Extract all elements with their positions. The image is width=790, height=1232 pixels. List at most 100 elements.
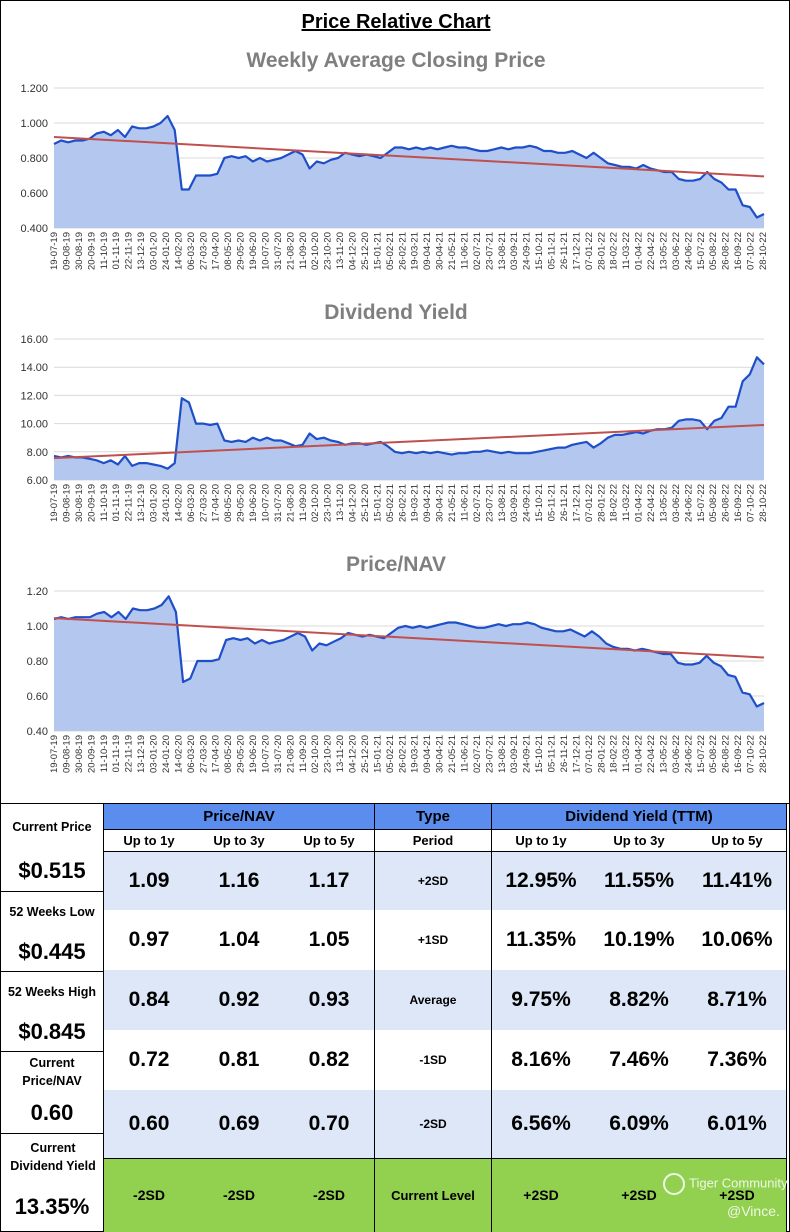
grid-line	[786, 803, 787, 1232]
x-tick-label: 01-11-19	[111, 484, 122, 521]
x-tick-label: 20-09-19	[86, 232, 97, 270]
week52-low-label: 52 Weeks Low	[9, 905, 95, 919]
x-tick-label: 22-04-22	[646, 484, 657, 522]
x-tick-label: 15-01-21	[372, 735, 383, 773]
pnav-cell: 0.70	[308, 1112, 350, 1135]
x-tick-label: 27-03-20	[198, 232, 209, 270]
x-tick-label: 07-01-22	[584, 232, 595, 270]
current-dy-label: Current Dividend Yield	[10, 1141, 96, 1173]
pnav-cell: 1.04	[218, 928, 260, 951]
dy-cell: 10.06%	[701, 928, 773, 951]
x-tick-label: 11-09-20	[298, 232, 309, 269]
y-tick-label: 12.00	[20, 390, 48, 402]
x-tick-label: 02-07-21	[472, 232, 483, 270]
x-tick-label: 24-09-21	[522, 484, 533, 522]
x-tick-label: 03-09-21	[509, 232, 520, 270]
x-tick-label: 22-11-19	[124, 735, 135, 772]
x-tick-label: 26-11-21	[559, 735, 570, 772]
x-tick-label: 13-05-22	[658, 735, 669, 773]
y-tick-label: 1.000	[20, 118, 48, 130]
x-tick-label: 01-04-22	[634, 735, 645, 773]
x-tick-label: 02-07-21	[472, 484, 483, 522]
series-area	[54, 116, 764, 228]
grid-line	[1, 1051, 104, 1052]
x-tick-label: 17-04-20	[211, 484, 222, 522]
x-tick-label: 19-07-19	[49, 232, 60, 270]
series-area	[54, 357, 764, 480]
x-tick-label: 03-09-21	[509, 735, 520, 773]
x-tick-label: 03-01-20	[149, 735, 160, 773]
x-tick-label: 20-09-19	[86, 484, 97, 522]
x-tick-label: 19-03-21	[410, 735, 421, 773]
trend-line	[53, 617, 765, 659]
x-tick-label: 05-11-21	[547, 735, 558, 772]
grid-line	[1, 1133, 104, 1134]
grid-line	[1, 803, 790, 804]
y-tick-label: 0.40	[27, 726, 48, 738]
grid-line	[374, 803, 375, 1232]
watermark-brand: Tiger Community	[663, 1173, 787, 1195]
grid-line	[103, 803, 104, 1232]
x-tick-label: 26-11-21	[559, 232, 570, 269]
dy-header-bg	[492, 803, 786, 829]
x-tick-label: 07-10-22	[746, 484, 757, 522]
pnav-cell: 1.17	[308, 868, 350, 892]
pnav-header-bg	[104, 803, 374, 829]
current-level-pnav: -2SD	[313, 1187, 345, 1203]
x-tick-label: 15-10-21	[534, 735, 545, 773]
dy-cell: 12.95%	[505, 868, 577, 892]
x-tick-label: 26-08-22	[721, 232, 732, 270]
x-tick-label: 11-09-20	[298, 735, 309, 772]
x-tick-label: 07-10-22	[746, 232, 757, 270]
x-tick-label: 13-05-22	[658, 484, 669, 522]
x-tick-label: 11-06-21	[459, 232, 470, 269]
x-tick-label: 21-05-21	[447, 735, 458, 773]
x-tick-label: 29-05-20	[236, 232, 247, 270]
x-tick-label: 29-05-20	[236, 735, 247, 773]
row-bg-1	[104, 851, 786, 910]
x-tick-label: 24-06-22	[683, 735, 694, 773]
x-tick-label: 15-07-22	[696, 232, 707, 270]
pnav-header: Price/NAV	[203, 807, 275, 825]
x-tick-label: 09-04-21	[422, 484, 433, 522]
x-tick-label: 13-11-20	[335, 735, 346, 772]
dy-cell: 11.41%	[701, 868, 773, 892]
x-tick-label: 23-10-20	[323, 735, 334, 773]
current-pnav-value: 0.60	[30, 1100, 74, 1125]
x-tick-label: 26-08-22	[721, 484, 732, 522]
x-tick-label: 22-11-19	[124, 232, 135, 269]
y-tick-label: 14.00	[20, 362, 48, 374]
x-tick-label: 18-02-22	[609, 735, 620, 773]
x-tick-label: 19-06-20	[248, 484, 259, 522]
x-tick-label: 03-06-22	[671, 484, 682, 522]
x-tick-label: 11-10-19	[99, 735, 110, 772]
x-tick-label: 28-01-22	[596, 735, 607, 773]
current-price-label: Current Price	[12, 820, 92, 834]
x-tick-label: 31-07-20	[273, 735, 284, 773]
x-tick-label: 05-02-21	[385, 232, 396, 270]
x-tick-label: 26-11-21	[559, 484, 570, 521]
x-tick-label: 17-04-20	[211, 232, 222, 270]
pnav-cell: 0.92	[218, 988, 260, 1011]
x-tick-label: 30-04-21	[435, 484, 446, 522]
dy-cell: 6.01%	[707, 1112, 767, 1135]
y-tick-label: 1.200	[20, 83, 48, 95]
x-tick-label: 21-08-20	[285, 735, 296, 773]
dy-cell: 8.82%	[609, 988, 669, 1011]
x-tick-label: 30-08-19	[74, 735, 85, 773]
x-tick-label: 28-01-22	[596, 484, 607, 522]
x-tick-label: 28-10-22	[758, 232, 769, 270]
x-tick-label: 17-12-21	[571, 484, 582, 522]
trend-line	[53, 424, 765, 460]
x-tick-label: 09-08-19	[61, 484, 72, 522]
x-tick-label: 21-08-20	[285, 484, 296, 522]
x-tick-label: 21-05-21	[447, 484, 458, 522]
dy-cell: 11.55%	[603, 868, 675, 892]
pnav-sub-1y: Up to 1y	[123, 832, 175, 848]
x-tick-label: 15-01-21	[372, 232, 383, 270]
grid-line	[104, 851, 786, 852]
current-dy-value: 13.35%	[14, 1194, 90, 1219]
x-tick-label: 13-12-19	[136, 735, 147, 773]
y-tick-label: 0.60	[27, 691, 48, 703]
